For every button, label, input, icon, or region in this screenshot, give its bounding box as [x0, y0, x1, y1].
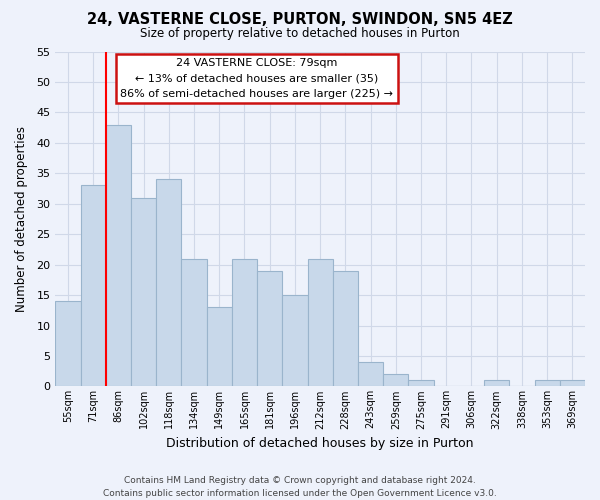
Bar	[80, 186, 106, 386]
Bar	[484, 380, 509, 386]
Bar	[409, 380, 434, 386]
Text: 24, VASTERNE CLOSE, PURTON, SWINDON, SN5 4EZ: 24, VASTERNE CLOSE, PURTON, SWINDON, SN5…	[87, 12, 513, 28]
Text: 24 VASTERNE CLOSE: 79sqm
← 13% of detached houses are smaller (35)
86% of semi-d: 24 VASTERNE CLOSE: 79sqm ← 13% of detach…	[120, 58, 393, 98]
Bar	[206, 307, 232, 386]
Bar	[156, 180, 181, 386]
Bar	[383, 374, 409, 386]
Bar	[257, 270, 283, 386]
X-axis label: Distribution of detached houses by size in Purton: Distribution of detached houses by size …	[166, 437, 474, 450]
Bar	[358, 362, 383, 386]
Bar	[55, 301, 80, 386]
Bar	[283, 295, 308, 386]
Bar	[131, 198, 156, 386]
Y-axis label: Number of detached properties: Number of detached properties	[15, 126, 28, 312]
Text: Contains HM Land Registry data © Crown copyright and database right 2024.
Contai: Contains HM Land Registry data © Crown c…	[103, 476, 497, 498]
Bar	[560, 380, 585, 386]
Bar	[333, 270, 358, 386]
Bar	[106, 124, 131, 386]
Bar	[232, 258, 257, 386]
Bar	[308, 258, 333, 386]
Bar	[535, 380, 560, 386]
Text: Size of property relative to detached houses in Purton: Size of property relative to detached ho…	[140, 28, 460, 40]
Bar	[181, 258, 206, 386]
